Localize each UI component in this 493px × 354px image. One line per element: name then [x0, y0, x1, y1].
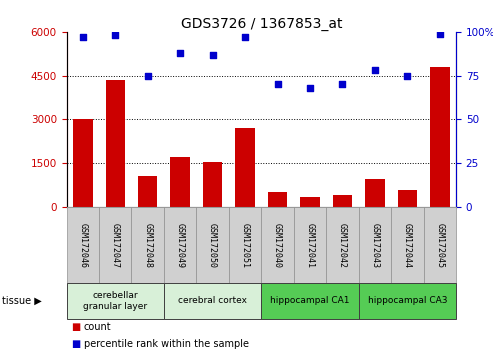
- Bar: [268, 193, 287, 207]
- Point: [241, 34, 249, 40]
- Point: [79, 34, 87, 40]
- Text: ■: ■: [71, 322, 81, 332]
- Point: [209, 52, 216, 57]
- Text: GSM172040: GSM172040: [273, 223, 282, 268]
- Point: [274, 81, 282, 87]
- Text: GSM172050: GSM172050: [208, 223, 217, 268]
- Text: GSM172048: GSM172048: [143, 223, 152, 268]
- Bar: [300, 197, 319, 207]
- Text: cerebral cortex: cerebral cortex: [178, 296, 247, 306]
- Text: percentile rank within the sample: percentile rank within the sample: [84, 339, 249, 349]
- Title: GDS3726 / 1367853_at: GDS3726 / 1367853_at: [180, 17, 342, 31]
- Text: count: count: [84, 322, 111, 332]
- Text: hippocampal CA3: hippocampal CA3: [368, 296, 447, 306]
- Text: GSM172051: GSM172051: [241, 223, 249, 268]
- Text: GSM172044: GSM172044: [403, 223, 412, 268]
- Text: GSM172047: GSM172047: [111, 223, 120, 268]
- Point: [436, 31, 444, 36]
- Text: GSM172042: GSM172042: [338, 223, 347, 268]
- Point: [111, 33, 119, 38]
- Bar: [203, 162, 222, 207]
- Text: cerebellar
granular layer: cerebellar granular layer: [83, 291, 147, 310]
- Text: tissue ▶: tissue ▶: [2, 296, 42, 306]
- Point: [144, 73, 152, 79]
- Point: [371, 68, 379, 73]
- Text: GSM172043: GSM172043: [370, 223, 380, 268]
- Bar: [397, 190, 417, 207]
- Text: GSM172049: GSM172049: [176, 223, 185, 268]
- Bar: [106, 80, 125, 207]
- Text: GSM172046: GSM172046: [78, 223, 87, 268]
- Bar: [430, 67, 450, 207]
- Bar: [333, 195, 352, 207]
- Point: [339, 81, 347, 87]
- Point: [306, 85, 314, 91]
- Text: ■: ■: [71, 339, 81, 349]
- Bar: [171, 158, 190, 207]
- Bar: [73, 120, 93, 207]
- Bar: [138, 176, 157, 207]
- Text: hippocampal CA1: hippocampal CA1: [270, 296, 350, 306]
- Bar: [365, 179, 385, 207]
- Text: GSM172041: GSM172041: [306, 223, 315, 268]
- Text: GSM172045: GSM172045: [435, 223, 444, 268]
- Bar: [235, 128, 255, 207]
- Point: [403, 73, 411, 79]
- Point: [176, 50, 184, 56]
